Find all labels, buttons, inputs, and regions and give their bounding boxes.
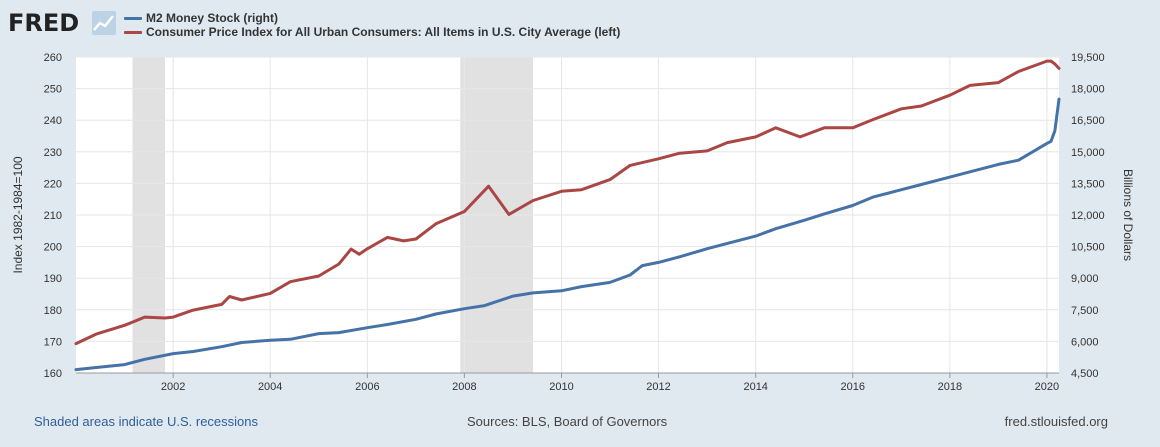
x-tick-label: 2016: [840, 381, 864, 393]
left-tick-label: 230: [44, 147, 62, 159]
fred-logo[interactable]: FRED: [8, 9, 116, 39]
legend-swatch-cpi: [124, 30, 142, 34]
x-tick-label: 2006: [355, 381, 379, 393]
right-tick-label: 7,500: [1071, 305, 1099, 317]
right-tick-label: 6,000: [1071, 336, 1099, 348]
legend-label-m2: M2 Money Stock (right): [146, 11, 279, 25]
chart-legend: M2 Money Stock (right) Consumer Price In…: [124, 11, 620, 39]
left-tick-label: 160: [44, 368, 62, 380]
series-lines: [74, 59, 1061, 372]
left-tick-label: 170: [44, 336, 62, 348]
left-tick-label: 260: [44, 52, 62, 64]
x-tick-label: 2004: [258, 381, 282, 393]
left-axis-ticks: 160 170 180 190 200 210 220 230 240 250 260: [44, 52, 62, 380]
chart-svg: 160 170 180 190 200 210 220 230 240 250 260 4,500 6…: [11, 52, 1135, 393]
series-line-m2: [74, 97, 1061, 372]
legend-item-cpi[interactable]: Consumer Price Index for All Urban Consu…: [124, 25, 620, 39]
x-tick-label: 2020: [1035, 381, 1059, 393]
left-tick-label: 210: [44, 210, 62, 222]
right-tick-label: 9,000: [1071, 273, 1099, 285]
right-tick-label: 18,000: [1071, 84, 1105, 96]
left-axis-label: Index 1982-1984=100: [11, 156, 25, 273]
legend-swatch-m2: [124, 16, 142, 20]
left-tick-label: 250: [44, 84, 62, 96]
left-tick-label: 180: [44, 305, 62, 317]
left-tick-label: 220: [44, 178, 62, 190]
logo-text: FRED: [8, 9, 80, 37]
x-tick-label: 2018: [938, 381, 962, 393]
right-axis-ticks: 4,500 6,000 7,500 9,000 10,500 12,000 13,500 15…: [1071, 52, 1105, 380]
right-tick-label: 10,500: [1071, 242, 1105, 254]
site-link[interactable]: fred.stlouisfed.org: [1004, 414, 1108, 429]
sources-text: Sources: BLS, Board of Governors: [467, 414, 668, 429]
recession-note-link[interactable]: Shaded areas indicate U.S. recessions: [34, 414, 259, 429]
x-axis-ticks: 2002 2004 2006 2008 2010 2012 2014 2016 2018 2020: [76, 372, 1059, 393]
legend-label-cpi: Consumer Price Index for All Urban Consu…: [146, 25, 621, 39]
right-tick-label: 15,000: [1071, 147, 1105, 159]
right-axis-label: Billions of Dollars: [1121, 169, 1135, 261]
line-graph-icon: [92, 11, 116, 35]
series-line-cpi: [74, 59, 1061, 346]
x-tick-label: 2012: [646, 381, 670, 393]
x-tick-label: 2010: [549, 381, 573, 393]
legend-item-m2[interactable]: M2 Money Stock (right): [124, 11, 620, 25]
x-tick-label: 2002: [161, 381, 185, 393]
right-tick-label: 19,500: [1071, 52, 1105, 64]
right-tick-label: 16,500: [1071, 115, 1105, 127]
right-tick-label: 4,500: [1071, 368, 1099, 380]
left-tick-label: 240: [44, 115, 62, 127]
left-tick-label: 190: [44, 273, 62, 285]
x-tick-label: 2014: [743, 381, 767, 393]
right-tick-label: 12,000: [1071, 210, 1105, 222]
right-tick-label: 13,500: [1071, 178, 1105, 190]
left-tick-label: 200: [44, 242, 62, 254]
gridlines: [76, 56, 1059, 374]
x-tick-label: 2008: [452, 381, 476, 393]
